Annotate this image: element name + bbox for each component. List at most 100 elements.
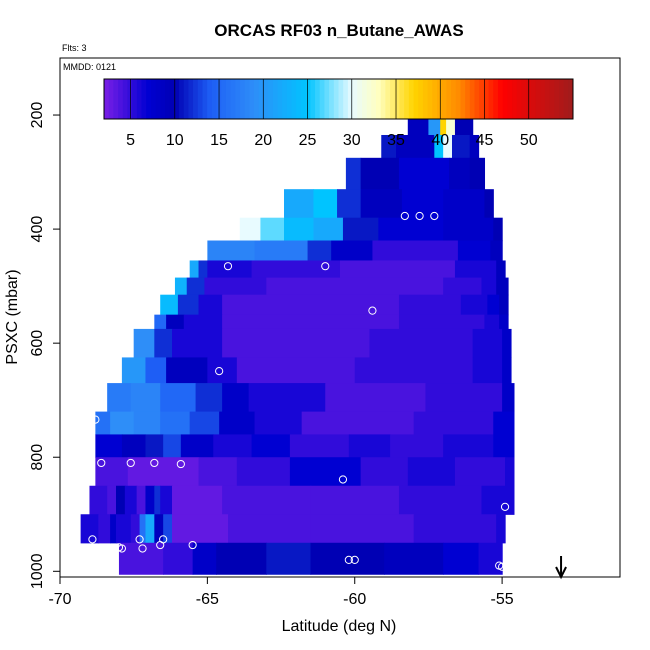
heatmap-cell-8-5: [481, 277, 497, 296]
heatmap-cell-1-3: [446, 112, 456, 136]
heatmap-cell-10-4: [398, 314, 486, 330]
heatmap-cell-3-0: [345, 157, 362, 190]
colorbar-swatch-40: [291, 79, 297, 119]
heatmap-cell-15-3: [163, 434, 182, 458]
heatmap-cell-19-2: [192, 542, 217, 575]
heatmap-cell-10-5: [484, 314, 500, 330]
sample-point-4: [415, 211, 424, 221]
heatmap-cell-16-3: [198, 457, 238, 487]
heatmap-cell-4-3: [360, 189, 403, 219]
colorbar-swatch-95: [549, 79, 555, 119]
colorbar-swatch-74: [451, 79, 457, 119]
x-tick-label-3: -55: [491, 591, 514, 608]
colorbar-tick-15: 15: [210, 132, 228, 149]
colorbar-swatch-78: [469, 79, 476, 119]
sample-point-7: [321, 262, 330, 271]
heatmap-cell-8-6: [496, 277, 509, 296]
heatmap-cell-7-3: [251, 260, 341, 279]
colorbar-swatch-47: [324, 79, 330, 119]
colorbar-frame: [103, 78, 574, 120]
x-axis-label: Latitude (deg N): [282, 618, 397, 635]
colorbar-swatch-20: [197, 79, 203, 119]
heatmap-cell-17-8: [172, 485, 223, 515]
heatmap-cell-19-5: [310, 542, 385, 575]
colorbar-swatch-61: [390, 79, 396, 119]
heatmap-cell-15-1: [121, 434, 147, 458]
sample-point-9: [215, 367, 224, 376]
colorbar-swatch-8: [141, 79, 147, 119]
heatmap-cell-18-2: [110, 514, 117, 544]
heatmap-cell-14-0: [95, 411, 111, 436]
colorbar-swatch-26: [225, 79, 232, 119]
colorbar-swatch-80: [479, 79, 485, 119]
heatmap-cell-4-5: [443, 189, 486, 219]
heatmap-cell-11-6: [502, 328, 512, 359]
heatmap-cell-7-1: [198, 260, 208, 279]
y-axis-label: PSXC (mbar): [4, 269, 21, 364]
colorbar-swatch-49: [333, 79, 339, 119]
sample-point-10: [91, 415, 100, 424]
heatmap-cell-15-4: [180, 434, 214, 458]
colorbar-swatch-1: [108, 79, 114, 119]
direction-arrow: [555, 556, 567, 580]
heatmap-cell-14-4: [189, 411, 220, 436]
sample-point-24: [156, 540, 165, 550]
sample-point-6: [223, 262, 233, 271]
heatmap-cell-2-5: [469, 134, 480, 159]
colorbar-swatch-46: [319, 79, 325, 119]
heatmap-cell-14-6: [254, 411, 303, 436]
y-tick-label-2: 600: [29, 330, 46, 357]
sample-point-26: [344, 555, 353, 564]
colorbar-swatch-71: [436, 79, 443, 119]
heatmap-cell-18-8: [163, 514, 173, 544]
heatmap-cell-11-0: [133, 328, 155, 359]
arrow-head: [555, 566, 567, 580]
heatmap-cell-16-1: [127, 457, 164, 487]
heatmap-cell-11-1: [154, 328, 173, 359]
colorbar-swatch-22: [207, 79, 213, 119]
heatmap-cell-17-1: [107, 485, 117, 515]
heatmap-cell-5-5: [378, 217, 444, 242]
y-tick-label-4: 1000: [29, 553, 46, 589]
heatmap-cell-11-5: [472, 328, 503, 359]
colorbar-swatch-31: [249, 79, 255, 119]
heatmap-cell-18-6: [145, 514, 155, 544]
colorbar-swatch-93: [540, 79, 546, 119]
heatmap-cell-15-8: [348, 434, 391, 458]
colorbar-swatch-82: [488, 79, 494, 119]
heatmap-cell-17-2: [116, 485, 126, 515]
heatmap-cell-12-6: [472, 357, 503, 384]
colorbar-swatch-37: [277, 79, 283, 119]
heatmap-layer: [80, 97, 515, 575]
x-tick-label-2: -60: [343, 591, 366, 608]
colorbar-swatch-11: [155, 79, 161, 119]
heatmap-cell-17-7: [160, 485, 173, 515]
colorbar-swatch-25: [221, 79, 227, 119]
colorbar-swatch-0: [104, 79, 110, 119]
heatmap-cell-15-11: [493, 434, 515, 458]
colorbar-swatch-10: [150, 79, 157, 119]
chart-title: ORCAS RF03 n_Butane_AWAS: [214, 21, 463, 40]
colorbar-swatch-87: [512, 79, 518, 119]
colorbar-swatch-98: [563, 79, 569, 119]
colorbar-swatch-85: [502, 79, 508, 119]
heatmap-cell-15-5: [213, 434, 253, 458]
colorbar-tick-50: 50: [520, 132, 538, 149]
heatmap-cell-9-7: [499, 294, 509, 316]
sample-point-18: [135, 535, 144, 544]
colorbar-swatch-45: [315, 79, 321, 119]
heatmap-cell-8-2: [204, 277, 267, 296]
heatmap-cell-18-3: [116, 514, 132, 544]
heatmap-cell-14-5: [219, 411, 256, 436]
plot-frame: [59, 57, 621, 578]
heatmap-cell-13-4: [222, 383, 250, 413]
colorbar-swatch-12: [160, 79, 166, 119]
colorbar-tick-20: 20: [254, 132, 272, 149]
colorbar-swatch-6: [132, 79, 138, 119]
heatmap-cell-2-1: [396, 134, 435, 159]
colorbar-swatch-58: [376, 79, 382, 119]
colorbar-swatch-42: [300, 79, 307, 119]
heatmap-cell-14-2: [133, 411, 161, 436]
heatmap-cell-8-3: [266, 277, 444, 296]
